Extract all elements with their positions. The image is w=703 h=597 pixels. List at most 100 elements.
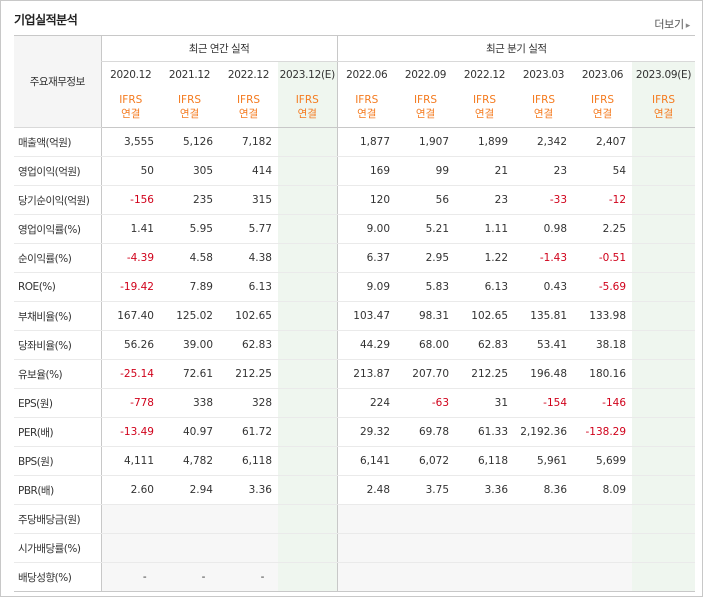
quarter-group-header: 최근 분기 실적 bbox=[336, 35, 696, 62]
value-cell: 31 bbox=[455, 388, 515, 418]
value-cell: 212.25 bbox=[455, 359, 515, 389]
financial-table: 주요재무정보 최근 연간 실적 최근 분기 실적 2020.12 2021.12 2… bbox=[14, 35, 696, 592]
value-cell bbox=[632, 156, 696, 186]
value-cell bbox=[278, 156, 338, 186]
row-label: PER(배) bbox=[14, 417, 101, 447]
value-cell bbox=[278, 359, 338, 389]
value-cell bbox=[632, 504, 696, 534]
table-row: 영업이익률(%) 1.41 5.95 5.77 9.00 5.21 1.11 0.98 2.25 bbox=[14, 214, 696, 244]
value-cell: 54 bbox=[573, 156, 633, 186]
row-label: EPS(원) bbox=[14, 388, 101, 418]
value-cell: 135.81 bbox=[514, 301, 574, 331]
row-label: 시가배당률(%) bbox=[14, 533, 101, 563]
value-cell: 23 bbox=[514, 156, 574, 186]
value-cell bbox=[278, 388, 338, 418]
table-row: EPS(원) -778 338 328 224 -63 31 -154 -146 bbox=[14, 388, 696, 418]
table-row: 배당성향(%) - - - bbox=[14, 562, 696, 592]
table-row: 시가배당률(%) bbox=[14, 533, 696, 563]
table-row: PBR(배) 2.60 2.94 3.36 2.48 3.75 3.36 8.36 8.09 bbox=[14, 475, 696, 505]
period-header: 2023.06 bbox=[581, 68, 624, 81]
basis-header: IFRS 연결 bbox=[160, 87, 219, 128]
value-cell: 9.09 bbox=[336, 272, 397, 302]
value-cell: 5.21 bbox=[396, 214, 456, 244]
value-cell: 4.38 bbox=[219, 243, 278, 273]
value-cell bbox=[278, 272, 338, 302]
value-cell bbox=[514, 562, 574, 592]
value-cell: 44.29 bbox=[336, 330, 397, 360]
value-cell: 61.72 bbox=[219, 417, 278, 447]
value-cell: 4,782 bbox=[160, 446, 219, 476]
value-cell: 4.58 bbox=[160, 243, 219, 273]
table-row: BPS(원) 4,111 4,782 6,118 6,141 6,072 6,118 5,96… bbox=[14, 446, 696, 476]
value-cell: 98.31 bbox=[396, 301, 456, 331]
value-cell bbox=[219, 504, 278, 534]
value-cell bbox=[278, 533, 338, 563]
value-cell: -5.69 bbox=[573, 272, 633, 302]
value-cell: 39.00 bbox=[160, 330, 219, 360]
table-row: ROE(%) -19.42 7.89 6.13 9.09 5.83 6.13 0.43 -5.6… bbox=[14, 272, 696, 302]
basis-standard: IFRS bbox=[295, 94, 319, 107]
value-cell: -138.29 bbox=[573, 417, 633, 447]
value-cell bbox=[278, 214, 338, 244]
value-cell: 1.11 bbox=[455, 214, 515, 244]
value-cell bbox=[632, 417, 696, 447]
more-link[interactable]: 더보기 ▸ bbox=[654, 16, 690, 32]
value-cell: 5.77 bbox=[219, 214, 278, 244]
value-cell bbox=[632, 243, 696, 273]
value-cell bbox=[100, 533, 160, 563]
value-cell bbox=[396, 562, 456, 592]
value-cell: 3,555 bbox=[100, 127, 160, 157]
value-cell bbox=[278, 243, 338, 273]
period-header: 2022.06 bbox=[336, 61, 397, 88]
value-cell: 8.36 bbox=[514, 475, 574, 505]
table-row: 주당배당금(원) bbox=[14, 504, 696, 534]
basis-header: IFRS 연결 bbox=[573, 87, 633, 128]
value-cell bbox=[278, 562, 338, 592]
value-cell: 207.70 bbox=[396, 359, 456, 389]
basis-consolidation: 연결 bbox=[179, 108, 200, 121]
value-cell: 5,126 bbox=[160, 127, 219, 157]
value-cell: 5.83 bbox=[396, 272, 456, 302]
value-cell: 5,699 bbox=[573, 446, 633, 476]
value-cell: 213.87 bbox=[336, 359, 397, 389]
value-cell bbox=[573, 562, 633, 592]
value-cell: -1.43 bbox=[514, 243, 574, 273]
value-cell: -778 bbox=[100, 388, 160, 418]
basis-header: IFRS 연결 bbox=[455, 87, 515, 128]
value-cell: 6.13 bbox=[455, 272, 515, 302]
basis-consolidation: 연결 bbox=[533, 108, 554, 121]
table-row: 부채비율(%) 167.40 125.02 102.65 103.47 98.31 102.… bbox=[14, 301, 696, 331]
value-cell: 21 bbox=[455, 156, 515, 186]
value-cell bbox=[455, 533, 515, 563]
value-cell: 1.41 bbox=[100, 214, 160, 244]
value-cell bbox=[632, 301, 696, 331]
value-cell bbox=[278, 475, 338, 505]
period-header: 2023.03 bbox=[522, 68, 565, 81]
value-cell: 6.13 bbox=[219, 272, 278, 302]
value-cell: 62.83 bbox=[219, 330, 278, 360]
value-cell: 53.41 bbox=[514, 330, 574, 360]
basis-standard: IFRS bbox=[355, 94, 379, 107]
basis-consolidation: 연결 bbox=[415, 108, 436, 121]
value-cell bbox=[396, 533, 456, 563]
basis-consolidation: 연결 bbox=[474, 108, 495, 121]
basis-header: IFRS 연결 bbox=[514, 87, 574, 128]
value-cell bbox=[632, 214, 696, 244]
basis-header: IFRS 연결 bbox=[396, 87, 456, 128]
value-cell bbox=[632, 562, 696, 592]
value-cell: - bbox=[219, 562, 278, 592]
row-label: 순이익률(%) bbox=[14, 243, 101, 273]
more-link-label: 더보기 bbox=[654, 18, 684, 31]
value-cell: 5,961 bbox=[514, 446, 574, 476]
value-cell: 315 bbox=[219, 185, 278, 215]
value-cell bbox=[278, 446, 338, 476]
value-cell bbox=[632, 359, 696, 389]
period-header: 2022.12 bbox=[463, 68, 506, 81]
annual-group-header: 최근 연간 실적 bbox=[100, 35, 338, 62]
value-cell: 1.22 bbox=[455, 243, 515, 273]
value-cell: 120 bbox=[336, 185, 397, 215]
value-cell: -146 bbox=[573, 388, 633, 418]
basis-standard: IFRS bbox=[531, 94, 556, 107]
value-cell: 69.78 bbox=[396, 417, 456, 447]
value-cell bbox=[632, 388, 696, 418]
